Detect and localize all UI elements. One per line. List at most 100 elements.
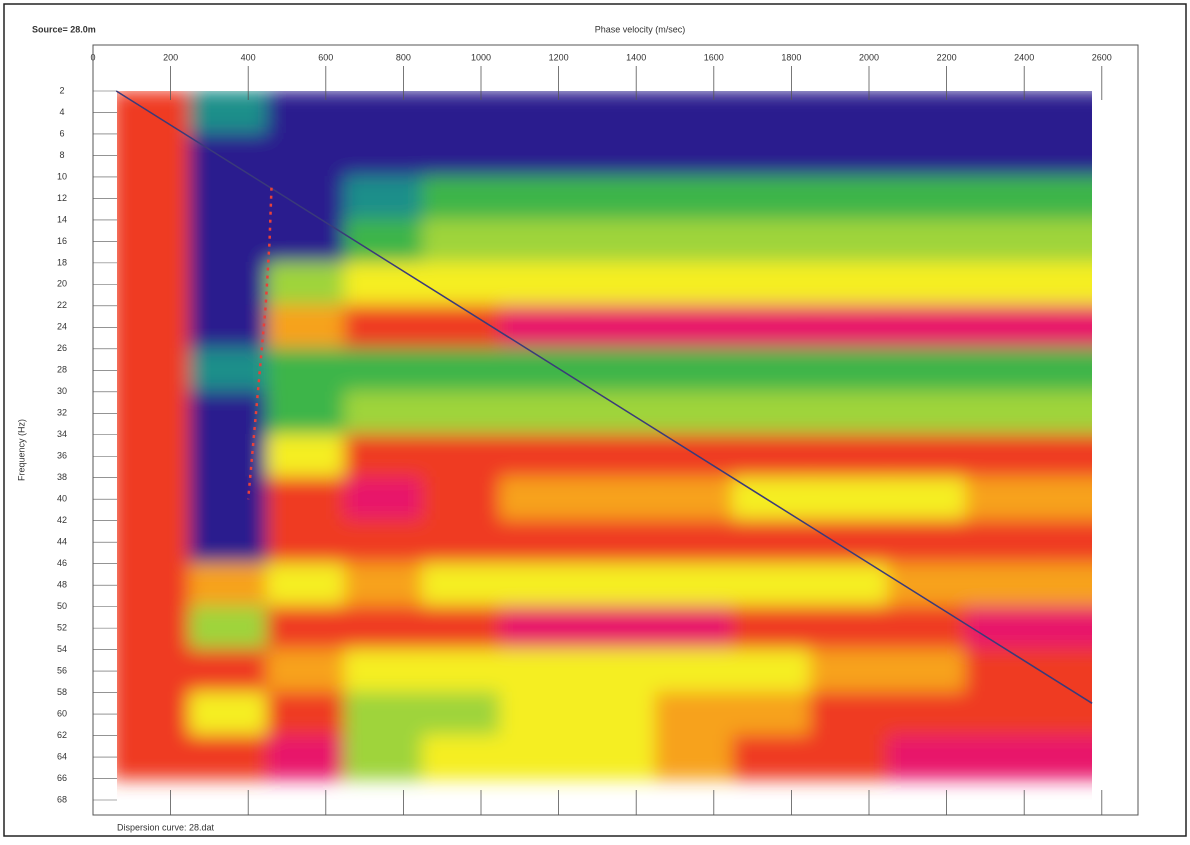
heat-cell [422,434,502,479]
heat-cell [810,606,890,651]
y-tick-label: 38 [57,472,67,482]
x-tick-label: 200 [163,52,178,62]
x-tick-label: 1200 [549,52,569,62]
heat-cell [732,434,812,479]
heat-cell [965,90,1045,135]
heat-cell [810,520,890,565]
heat-cell [344,434,424,479]
heat-cell [499,90,579,135]
heat-cell [499,133,579,178]
heat-cell [111,434,191,479]
heat-cell [499,520,579,565]
heat-cell [655,176,735,221]
heat-cell [1043,735,1123,780]
heat-cell [344,305,424,350]
heat-cell [1043,305,1123,350]
y-tick-label: 68 [57,794,67,804]
heat-cell [732,692,812,737]
heat-cell [267,477,347,522]
heat-cell [111,477,191,522]
heat-cell [887,692,967,737]
heat-cell [655,262,735,307]
heat-cell [810,176,890,221]
heat-cell [189,305,269,350]
heat-cell [732,348,812,393]
heat-cell [810,133,890,178]
heat-cell [655,219,735,264]
heat-cell [965,219,1045,264]
y-tick-label: 66 [57,773,67,783]
heat-cell [111,133,191,178]
heat-cell [267,391,347,436]
heat-cell [422,735,502,780]
heat-cell [344,520,424,565]
y-tick-label: 22 [57,300,67,310]
heat-cell [422,649,502,694]
heat-cell [422,348,502,393]
heat-cell [655,305,735,350]
heat-cell [267,133,347,178]
x-axis-label: Phase velocity (m/sec) [595,24,686,34]
heat-cell [422,133,502,178]
heat-cell [1043,563,1123,608]
heat-cell [422,262,502,307]
heat-cell [655,606,735,651]
heat-cell [344,692,424,737]
heat-cell [810,692,890,737]
heat-cell [499,477,579,522]
heat-cell [189,90,269,135]
heat-cell [655,391,735,436]
y-tick-label: 12 [57,193,67,203]
heat-cell [499,348,579,393]
x-tick-label: 2000 [859,52,879,62]
heat-cell [577,563,657,608]
heat-cell [732,563,812,608]
heat-cell [1043,477,1123,522]
heat-cell [1043,90,1123,135]
heat-cell [499,692,579,737]
heat-cell [267,219,347,264]
heat-cell [732,649,812,694]
heat-cell [499,434,579,479]
heat-cell [887,735,967,780]
x-tick-label: 1800 [781,52,801,62]
heat-cell [655,692,735,737]
heat-cell [267,348,347,393]
heat-cell [655,90,735,135]
heat-cell [422,692,502,737]
heat-cell [111,305,191,350]
heat-cell [344,606,424,651]
heat-cell [577,692,657,737]
heat-cell [732,133,812,178]
heat-cell [189,262,269,307]
y-tick-label: 18 [57,257,67,267]
heat-cell [189,520,269,565]
y-tick-label: 2 [59,85,64,95]
chart: Source= 28.0m Phase velocity (m/sec) Fre… [0,0,1190,840]
heat-cell [499,649,579,694]
heat-cell [1043,348,1123,393]
heat-cell [577,606,657,651]
heat-cell [965,262,1045,307]
heat-cell [499,219,579,264]
heat-cell [267,563,347,608]
heat-cell [655,133,735,178]
heat-cell [965,133,1045,178]
y-tick-label: 50 [57,601,67,611]
heat-cell [810,348,890,393]
x-tick-label: 800 [396,52,411,62]
page: {"chart_data": {"type": "heatmap", "titl… [0,0,1190,840]
heat-cell [189,176,269,221]
heat-cell [267,305,347,350]
heat-cell [887,391,967,436]
heat-cell [422,563,502,608]
y-tick-label: 8 [59,150,64,160]
x-tick-label: 1600 [704,52,724,62]
heat-cell [344,176,424,221]
heat-cell [422,305,502,350]
heat-cell [111,563,191,608]
y-tick-label: 34 [57,429,67,439]
heat-cell [344,563,424,608]
heat-cell [577,649,657,694]
heat-cell [810,477,890,522]
